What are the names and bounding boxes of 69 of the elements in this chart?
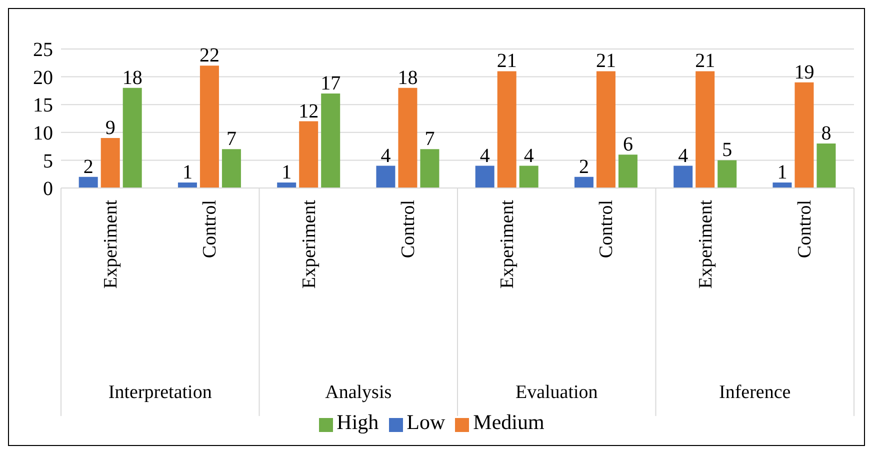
bar [574, 176, 594, 188]
bar [794, 82, 814, 188]
y-tick-label: 0 [43, 178, 53, 200]
bar [277, 182, 296, 188]
data-label: 2 [578, 156, 589, 178]
x-tick-label: Experiment [100, 199, 122, 289]
bar [674, 166, 693, 188]
x-tick-label: Control [794, 200, 816, 258]
y-tick-label: 25 [33, 39, 53, 62]
bar [100, 138, 120, 188]
x-tick-label: Control [398, 200, 419, 258]
data-label: 8 [821, 122, 832, 145]
data-label: 21 [695, 50, 716, 72]
bar [376, 166, 396, 188]
bar [816, 144, 836, 188]
bar [772, 182, 792, 188]
bar [222, 149, 241, 188]
data-label: 7 [226, 128, 236, 150]
bar [718, 160, 737, 188]
data-label: 1 [182, 161, 192, 184]
data-label: 4 [524, 144, 534, 167]
text: Interpretation [108, 382, 212, 403]
text: Evaluation [515, 382, 598, 403]
y-tick-label: 15 [33, 94, 53, 117]
data-label: 21 [596, 50, 616, 72]
legend-label: Low [406, 410, 446, 434]
x-tick-label: Control [596, 200, 618, 258]
data-label: 4 [380, 144, 391, 167]
x-tick-label: Control [200, 200, 221, 258]
text: Inference [719, 382, 791, 403]
bar [200, 66, 219, 188]
data-label: 18 [398, 66, 418, 89]
y-tick-label: 10 [33, 122, 53, 144]
bar [519, 166, 538, 188]
bar [178, 182, 197, 188]
text: Analysis [325, 382, 392, 403]
data-label: 21 [496, 50, 517, 72]
y-tick-label: 20 [33, 66, 53, 89]
bar [596, 71, 616, 188]
bar [321, 93, 340, 188]
x-tick-label: Experiment [298, 199, 320, 289]
y-tick-label: 5 [43, 150, 53, 172]
bar [696, 71, 715, 188]
bar [420, 149, 440, 188]
bar [78, 176, 98, 188]
data-label: 18 [122, 66, 142, 89]
data-label: 12 [298, 100, 319, 122]
data-label: 4 [678, 144, 688, 167]
x-tick-label: Experiment [497, 199, 518, 289]
bar [618, 154, 638, 188]
bar [475, 166, 494, 188]
data-label: 22 [199, 44, 220, 67]
data-label: 1 [777, 161, 788, 184]
legend-label: Medium [473, 410, 544, 434]
data-label: 2 [83, 156, 94, 178]
bar [497, 71, 516, 188]
data-label: 5 [722, 139, 732, 162]
data-label: 9 [105, 116, 116, 139]
data-label: 6 [622, 134, 633, 156]
legend-label: High [336, 410, 379, 434]
bar [398, 88, 418, 188]
bar [122, 88, 142, 188]
data-label: 17 [320, 72, 341, 94]
bar [299, 121, 318, 188]
data-label: 1 [282, 161, 292, 184]
data-label: 7 [424, 128, 435, 150]
x-tick-label: Experiment [695, 199, 716, 289]
data-label: 19 [794, 61, 814, 84]
data-label: 4 [480, 144, 490, 167]
